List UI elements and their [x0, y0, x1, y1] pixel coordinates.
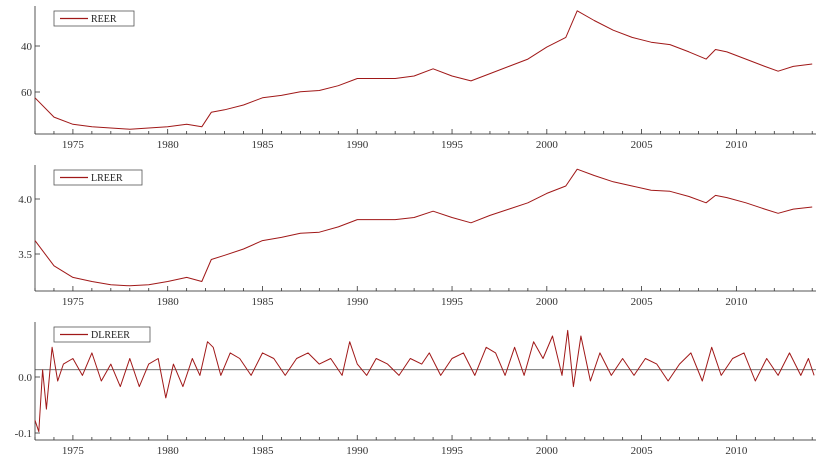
x-tick-label: 1990	[346, 139, 369, 151]
x-tick-label: 1975	[62, 296, 85, 308]
series-line-dlreer	[34, 329, 815, 433]
x-tick-label: 1980	[157, 296, 180, 308]
legend-box	[53, 10, 135, 27]
y-tick-label: 0.0	[18, 372, 32, 384]
panel-reer: 1975 1980 1985 1990 1995 2000 2005 2010 40 60 REER	[21, 6, 816, 151]
legend-label: REER	[91, 14, 117, 25]
legend-box	[53, 326, 151, 343]
x-tick-label: 2010	[725, 445, 748, 457]
legend-label: LREER	[91, 173, 123, 184]
y-tick-label: -0.1	[15, 428, 32, 440]
x-tick-label: 1975	[62, 139, 85, 151]
panel-dlreer: 1975 1980 1985 1990 1995 2000 2005 2010 -0.1 0.0 D…	[15, 322, 816, 457]
y-tick-label: 40	[21, 41, 33, 53]
y-tick-label: 4.0	[18, 194, 32, 206]
series-line-reer	[34, 10, 813, 130]
x-tick-label: 2010	[725, 139, 748, 151]
x-tick-label: 1985	[251, 296, 274, 308]
x-tick-label: 1990	[346, 445, 369, 457]
legend-box	[53, 169, 143, 186]
x-tick-label: 1995	[441, 296, 464, 308]
x-tick-label: 1995	[441, 445, 464, 457]
x-tick-label: 1985	[251, 445, 274, 457]
x-tick-label: 2005	[631, 139, 654, 151]
series-line-lreer	[34, 168, 813, 287]
x-tick-label: 1995	[441, 139, 464, 151]
x-tick-label: 1985	[251, 139, 274, 151]
x-tick-label: 2000	[536, 445, 559, 457]
y-tick-label: 3.5	[18, 249, 32, 261]
panel-lreer: 1975 1980 1985 1990 1995 2000 2005 2010 3.5 4.0 LR…	[18, 165, 816, 308]
x-tick-label: 2005	[631, 296, 654, 308]
x-tick-label: 2000	[536, 296, 559, 308]
x-tick-label: 1980	[157, 139, 180, 151]
x-tick-label: 2010	[725, 296, 748, 308]
x-tick-label: 1975	[62, 445, 85, 457]
x-tick-label: 2005	[631, 445, 654, 457]
x-tick-label: 2000	[536, 139, 559, 151]
legend-label: DLREER	[91, 330, 130, 341]
y-tick-label: 60	[21, 87, 33, 99]
x-tick-label: 1990	[346, 296, 369, 308]
x-tick-label: 1980	[157, 445, 180, 457]
